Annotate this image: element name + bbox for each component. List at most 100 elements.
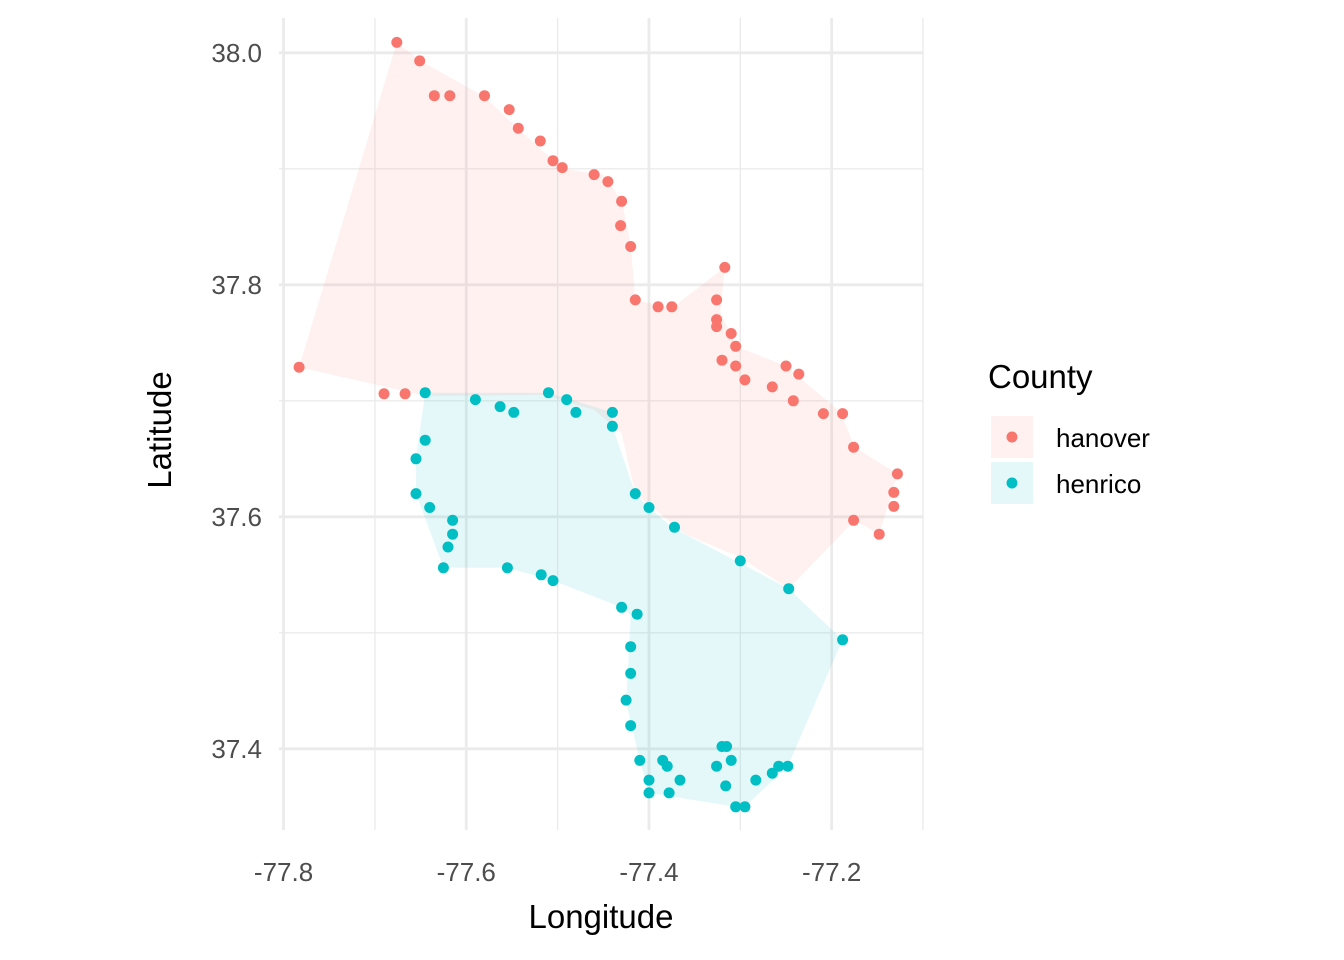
- henrico-point: [547, 575, 559, 587]
- hanover-point: [888, 500, 900, 512]
- henrico-point: [721, 741, 733, 752]
- hanover-point: [399, 388, 411, 400]
- hanover-point: [730, 340, 742, 352]
- henrico-area: [416, 392, 843, 807]
- henrico-point: [643, 787, 655, 799]
- county-points: [293, 36, 903, 813]
- henrico-point: [669, 521, 680, 533]
- hanover-point: [719, 261, 731, 273]
- henrico-point: [535, 569, 547, 581]
- henrico-point: [469, 394, 481, 406]
- henrico-point: [616, 601, 628, 613]
- hanover-point: [780, 360, 792, 372]
- henrico-point: [631, 608, 643, 620]
- major-gridlines: [279, 18, 923, 830]
- henrico-point: [447, 514, 459, 526]
- henrico-point: [410, 488, 422, 500]
- henrico-point: [442, 541, 454, 553]
- hanover-point: [616, 195, 628, 207]
- hanover-point: [848, 441, 860, 453]
- y-axis-ticks: 37.4 37.6 37.8 38.0: [211, 38, 262, 764]
- hanover-point: [711, 321, 723, 333]
- henrico-point: [447, 528, 459, 540]
- henrico-point: [606, 406, 618, 418]
- hanover-point: [615, 220, 627, 232]
- henrico-point: [410, 453, 422, 465]
- henrico-point: [782, 760, 794, 772]
- henrico-point: [837, 634, 849, 646]
- henrico-point: [494, 401, 506, 413]
- henrico-point: [720, 780, 732, 792]
- henrico-point: [437, 562, 449, 574]
- hanover-point: [716, 354, 728, 366]
- henrico-point: [625, 720, 637, 732]
- hanover-point: [793, 368, 805, 380]
- henrico-point: [508, 406, 520, 418]
- hanover-point: [293, 361, 305, 373]
- hanover-point: [414, 55, 426, 67]
- hanover-point: [711, 294, 723, 306]
- legend: County hanover henrico: [988, 358, 1150, 504]
- x-tick-label: -77.6: [437, 857, 496, 887]
- henrico-point: [570, 406, 582, 418]
- henrico-point: [419, 387, 431, 399]
- henrico-point: [543, 387, 554, 399]
- hanover-point: [629, 294, 641, 306]
- x-axis-ticks: -77.8 -77.6 -77.4 -77.2: [254, 857, 861, 887]
- county-areas: [299, 42, 898, 807]
- hanover-point: [873, 528, 885, 540]
- henrico-point: [663, 787, 675, 799]
- legend-title: County: [988, 358, 1093, 395]
- x-tick-label: -77.8: [254, 857, 313, 887]
- henrico-point: [739, 801, 751, 813]
- henrico-point: [561, 394, 573, 406]
- hanover-point: [588, 169, 600, 181]
- henrico-point: [424, 502, 436, 513]
- hanover-point: [602, 176, 614, 188]
- hanover-point: [730, 360, 742, 372]
- y-tick-label: 37.4: [211, 734, 262, 764]
- hanover-point: [848, 514, 860, 526]
- hanover-area: [299, 42, 898, 589]
- minor-gridlines: [279, 18, 924, 830]
- hanover-point: [534, 135, 546, 147]
- hanover-point: [666, 301, 678, 313]
- henrico-point: [674, 774, 686, 786]
- henrico-point: [661, 760, 673, 772]
- henrico-point: [625, 667, 637, 679]
- hanover-point: [652, 301, 664, 313]
- hanover-point: [547, 155, 559, 167]
- henrico-point: [419, 434, 431, 446]
- henrico-point: [750, 774, 762, 786]
- hanover-point: [837, 408, 849, 420]
- y-tick-label: 38.0: [211, 38, 262, 68]
- hanover-point: [787, 395, 799, 407]
- henrico-point: [711, 760, 723, 772]
- y-tick-label: 37.6: [211, 502, 262, 532]
- henrico-point: [773, 760, 785, 772]
- henrico-point: [620, 694, 632, 706]
- henrico-point: [606, 420, 618, 432]
- henrico-point: [783, 583, 795, 595]
- henrico-point: [501, 562, 513, 574]
- henrico-point: [766, 767, 778, 779]
- y-tick-label: 37.8: [211, 270, 262, 300]
- hanover-point: [891, 468, 903, 480]
- x-axis-title: Longitude: [529, 898, 674, 935]
- x-tick-label: -77.2: [802, 857, 861, 887]
- hanover-point: [625, 241, 637, 252]
- henrico-point: [643, 774, 655, 786]
- hanover-point: [479, 90, 490, 102]
- legend-dot-henrico: [1006, 477, 1018, 489]
- hanover-point: [444, 90, 456, 102]
- hanover-point: [739, 374, 751, 386]
- y-axis-title: Latitude: [141, 371, 178, 488]
- henrico-point: [734, 555, 746, 567]
- legend-items: hanover henrico: [991, 416, 1150, 504]
- hanover-point: [766, 381, 778, 393]
- hanover-point: [503, 104, 515, 116]
- henrico-point: [643, 502, 655, 513]
- hanover-point: [378, 388, 390, 400]
- henrico-point: [725, 754, 737, 766]
